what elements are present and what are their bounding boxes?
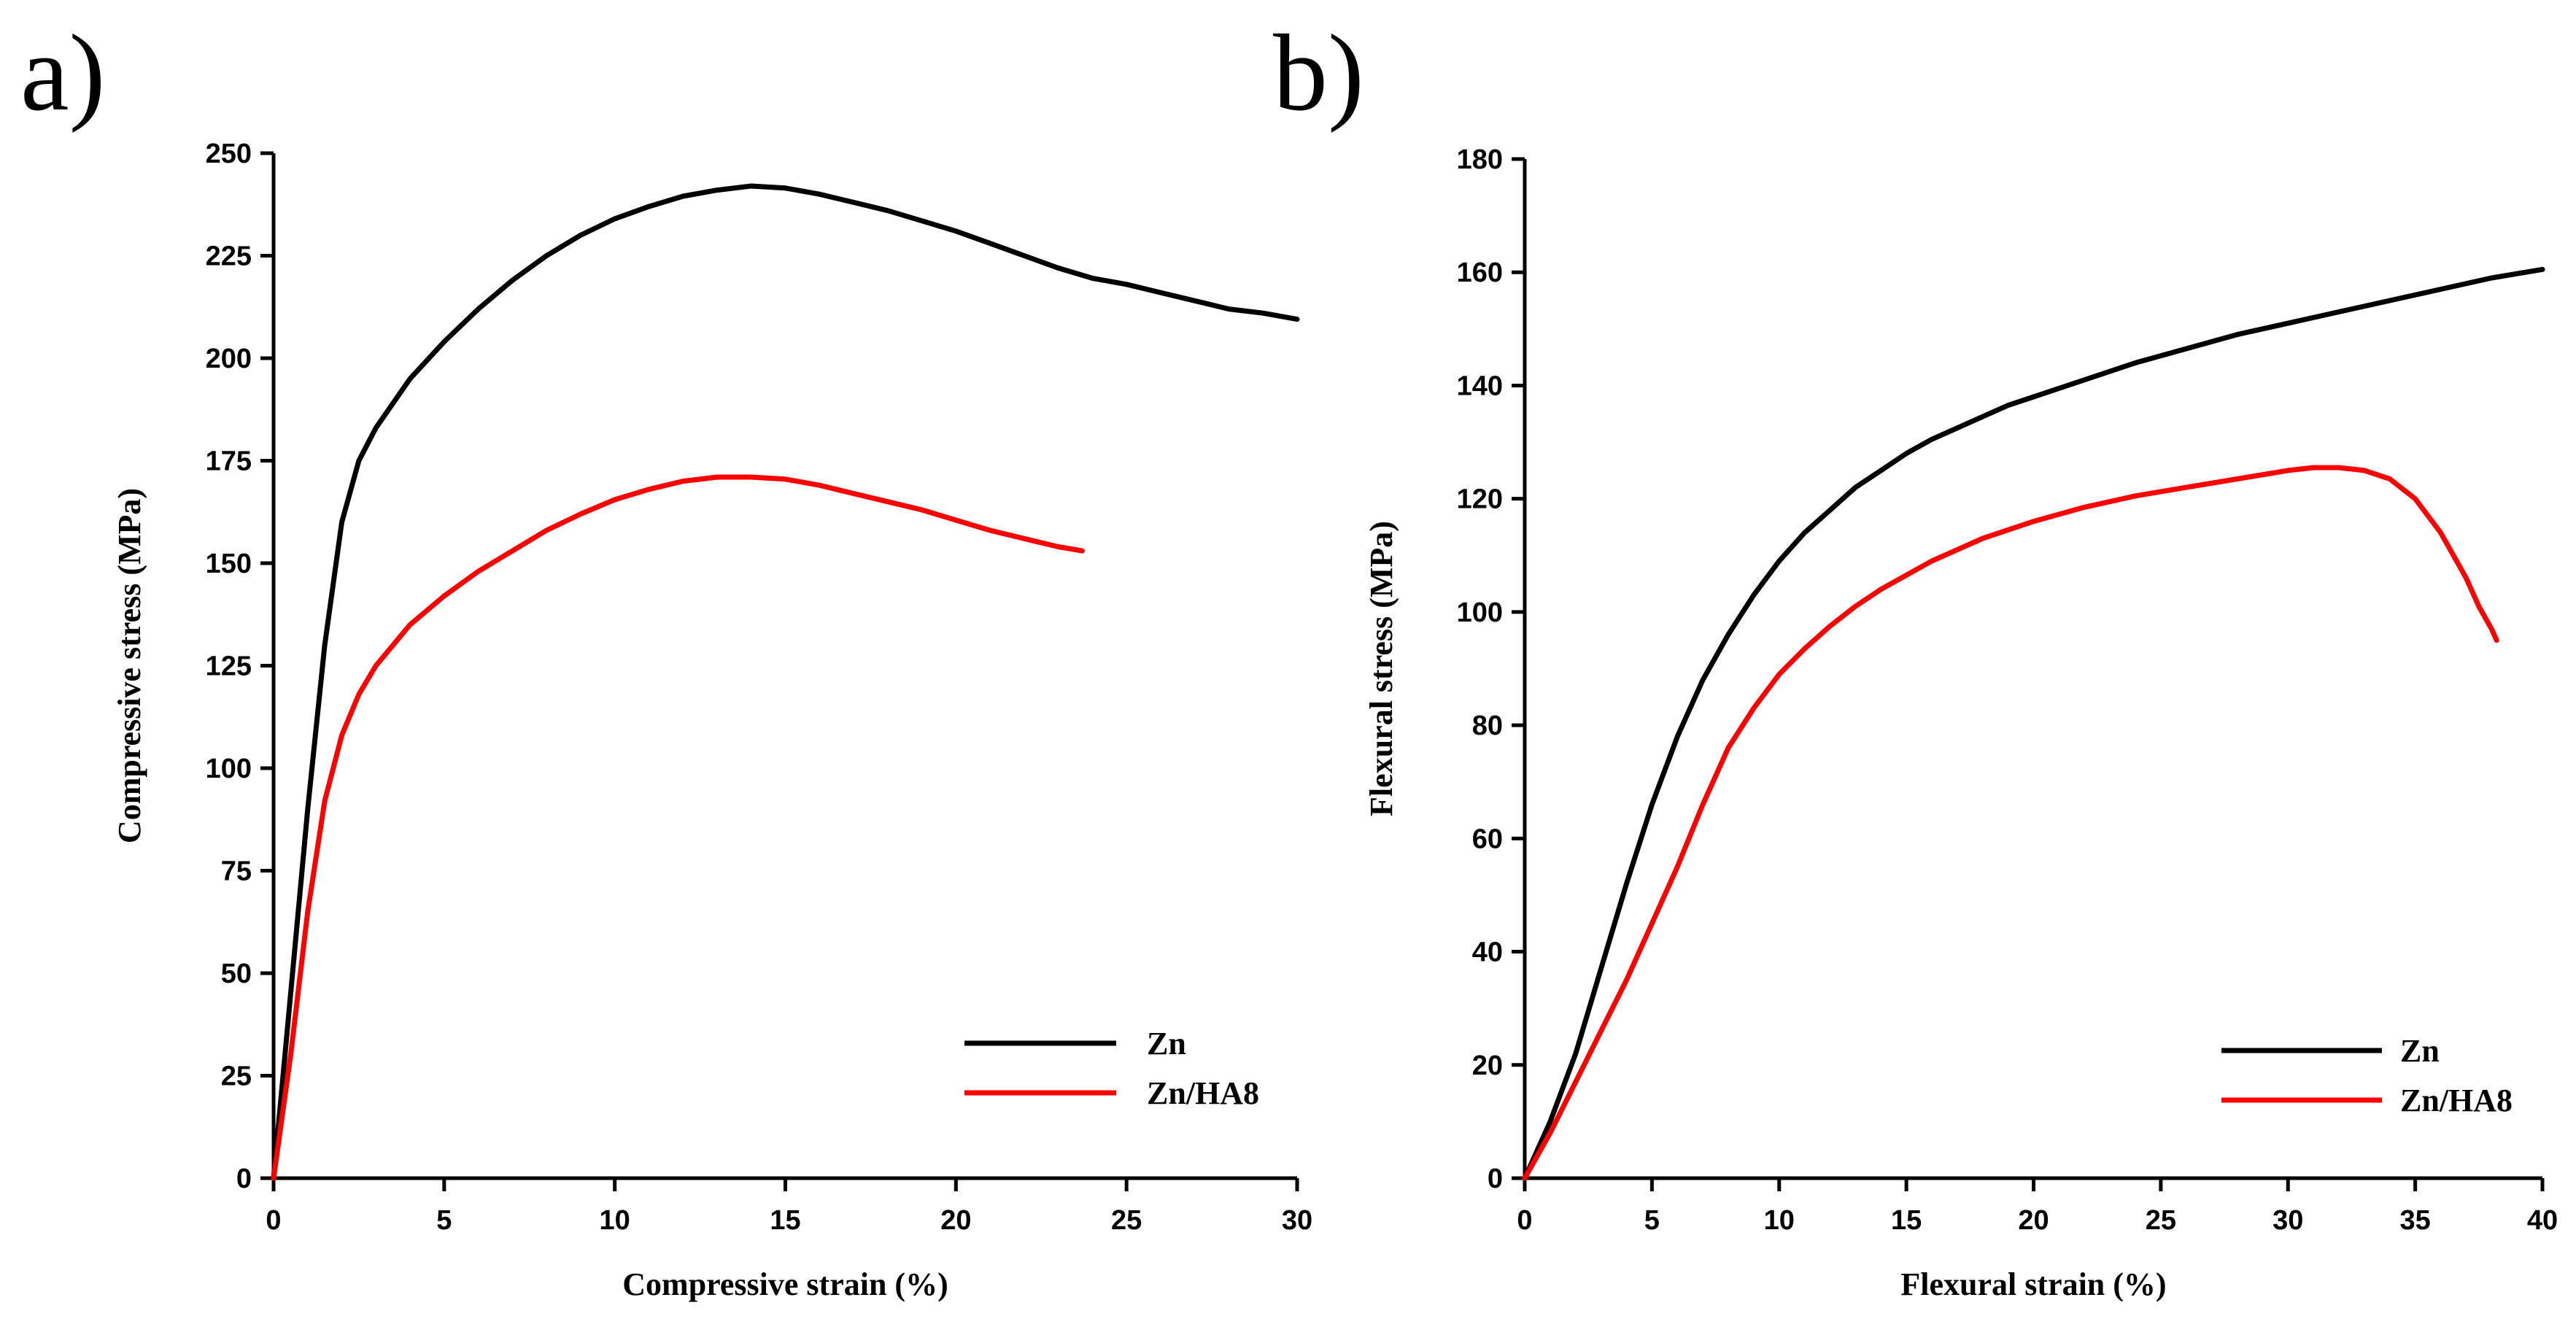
y-tick-label: 175 (206, 446, 252, 477)
y-tick-label: 20 (1472, 1051, 1503, 1081)
panel-a: a) 0 25 50 75 100 125 150 175 200 225 250 0 5 10 15 20 25… (20, 12, 1312, 1302)
y-tick-label: 25 (221, 1061, 252, 1092)
y-tick-label: 250 (206, 139, 252, 169)
y-tick-label: 125 (206, 651, 252, 682)
y-tick-label: 80 (1472, 711, 1503, 741)
y-tick-label: 40 (1472, 937, 1503, 968)
x-tick-label: 10 (1764, 1205, 1795, 1236)
y-tick-label: 0 (236, 1164, 252, 1194)
y-tick-label: 60 (1472, 824, 1503, 854)
panel-label: a) (20, 12, 106, 134)
panel-b: b) 0 20 40 60 80 100 120 140 160 180 0 5 10 15 20 25 30 35… (1273, 12, 2558, 1302)
x-tick-label: 10 (600, 1205, 630, 1236)
x-tick-label: 35 (2399, 1205, 2430, 1236)
x-tick-label: 15 (1891, 1205, 1922, 1236)
x-tick-label: 20 (940, 1205, 971, 1236)
x-tick-label: 5 (1644, 1205, 1660, 1236)
series-line-zn-ha8 (271, 474, 1085, 1181)
x-tick-label: 30 (1282, 1205, 1312, 1236)
y-tick-label: 200 (206, 344, 252, 374)
x-tick-label: 5 (436, 1205, 452, 1236)
y-tick-label: 225 (206, 241, 252, 272)
y-tick-label: 120 (1457, 484, 1503, 515)
panel-label: b) (1273, 12, 1364, 134)
x-tick-label: 25 (2146, 1205, 2176, 1236)
series-line-zn-ha8 (1522, 465, 2499, 1181)
y-tick-label: 150 (206, 549, 252, 579)
y-axis-title: Flexural stress (MPa) (1364, 521, 1399, 816)
y-tick-label: 50 (221, 959, 252, 989)
x-tick-label: 20 (2018, 1205, 2049, 1236)
x-tick-label: 25 (1111, 1205, 1142, 1236)
x-axis-title: Compressive strain (%) (622, 1266, 948, 1302)
y-tick-label: 100 (206, 754, 252, 784)
x-axis-title: Flexural strain (%) (1900, 1266, 2166, 1302)
series-line-zn (1522, 266, 2545, 1181)
x-tick-label: 40 (2527, 1205, 2558, 1236)
y-tick-label: 180 (1457, 144, 1503, 175)
x-tick-label: 30 (2273, 1205, 2303, 1236)
y-tick-label: 0 (1488, 1164, 1503, 1194)
series-line-zn (271, 183, 1300, 1181)
legend-label-zn: Zn (1147, 1026, 1186, 1061)
y-tick-label: 75 (221, 856, 252, 887)
y-tick-label: 140 (1457, 371, 1503, 401)
y-axis-title: Compressive stress (MPa) (112, 488, 147, 843)
legend-label-zn-ha8: Zn/HA8 (1147, 1075, 1259, 1111)
legend-label-zn: Zn (2400, 1033, 2440, 1069)
y-tick-label: 160 (1457, 258, 1503, 288)
x-tick-label: 0 (266, 1205, 281, 1236)
y-tick-label: 100 (1457, 597, 1503, 628)
x-tick-label: 0 (1517, 1205, 1532, 1236)
x-tick-label: 15 (770, 1205, 800, 1236)
legend-label-zn-ha8: Zn/HA8 (2400, 1083, 2513, 1118)
